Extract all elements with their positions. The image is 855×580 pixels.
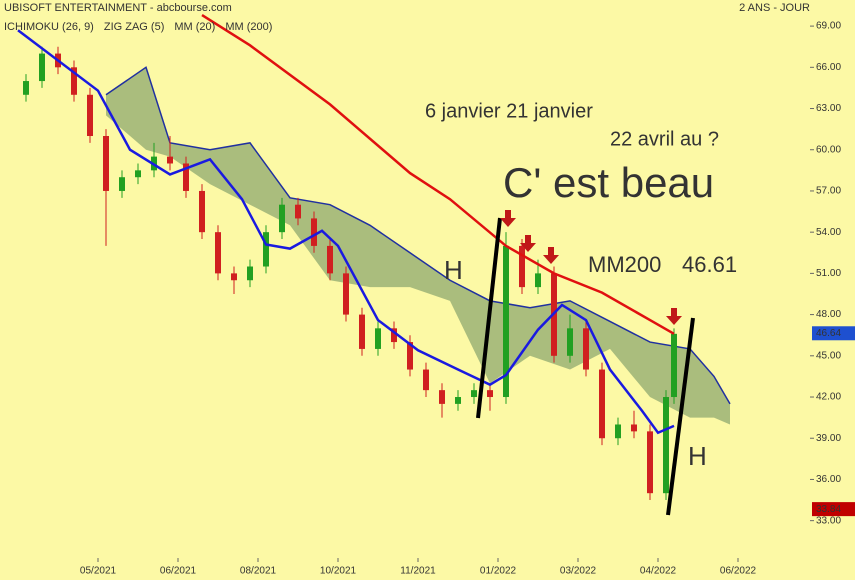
candle-body <box>647 431 653 494</box>
price-label: 33.84 <box>816 504 841 515</box>
y-tick-label: 42.00 <box>816 392 841 403</box>
candle-body <box>535 273 541 288</box>
candle-body <box>663 397 669 494</box>
arrow <box>543 247 559 264</box>
legend-entry: MM (200) <box>225 21 272 33</box>
arrows <box>500 210 682 325</box>
price-label: 46.64 <box>816 328 841 339</box>
y-tick-label: 48.00 <box>816 309 841 320</box>
period: 2 ANS - JOUR <box>739 2 810 14</box>
arrow <box>500 210 516 227</box>
candle-body <box>375 328 381 349</box>
candle-body <box>487 390 493 398</box>
y-tick-label: 54.00 <box>816 227 841 238</box>
candle-body <box>231 273 237 281</box>
annotation: 6 janvier 21 janvier <box>425 100 593 122</box>
candle-body <box>671 333 677 398</box>
candle-body <box>23 81 29 95</box>
y-tick-label: 57.00 <box>816 186 841 197</box>
annotation: 46.61 <box>682 252 737 277</box>
arrow <box>666 308 682 325</box>
x-tick-label: 11/2021 <box>400 566 436 577</box>
candle-body <box>247 266 253 281</box>
y-tick-label: 33.00 <box>816 515 841 526</box>
legend-entry: ICHIMOKU (26, 9) <box>4 21 94 33</box>
arrow <box>520 235 536 252</box>
x-tick-label: 05/2021 <box>80 566 117 577</box>
candle-body <box>279 204 285 233</box>
candle-body <box>215 232 221 274</box>
trend-line <box>476 217 502 419</box>
candle-body <box>295 204 301 219</box>
candle-body <box>87 94 93 137</box>
candle-body <box>407 342 413 370</box>
candle-body <box>455 397 461 404</box>
candle-body <box>439 390 445 404</box>
annotation: 22 avril au ? <box>610 128 719 150</box>
candle-body <box>631 424 637 432</box>
candle-body <box>71 67 77 95</box>
y-tick-label: 45.00 <box>816 350 841 361</box>
annotation: MM200 <box>588 252 661 277</box>
candle-body <box>471 390 477 398</box>
y-tick-label: 63.00 <box>816 103 841 114</box>
annotation: H <box>444 255 463 285</box>
legend-entry: MM (20) <box>174 21 215 33</box>
y-tick-label: 39.00 <box>816 433 841 444</box>
candle-body <box>583 328 589 370</box>
candle-body <box>135 170 141 178</box>
trend-line <box>666 317 695 516</box>
candle-body <box>103 136 109 191</box>
candle-body <box>311 218 317 246</box>
price-label-box <box>812 502 855 517</box>
candle-body <box>359 314 365 349</box>
candle-body <box>167 156 173 164</box>
candle-body <box>183 163 189 191</box>
cloud-edge <box>105 66 731 405</box>
moving-average <box>201 14 675 335</box>
moving-average <box>17 29 675 435</box>
x-tick-label: 08/2021 <box>240 566 277 577</box>
x-tick-label: 04/2022 <box>640 566 677 577</box>
x-tick-label: 03/2022 <box>560 566 597 577</box>
candle-body <box>423 369 429 391</box>
plot-area <box>17 14 731 501</box>
legend-entry: ZIG ZAG (5) <box>104 21 165 33</box>
x-tick-label: 06/2022 <box>720 566 757 577</box>
annotation: H <box>688 441 707 471</box>
candle-body <box>327 245 333 274</box>
candle-body <box>199 190 205 233</box>
candle-body <box>263 232 269 267</box>
annotation: C' est beau <box>503 159 714 206</box>
y-tick-label: 51.00 <box>816 268 841 279</box>
candle-body <box>567 328 573 356</box>
y-tick-label: 60.00 <box>816 144 841 155</box>
candle-body <box>599 369 605 439</box>
legend: ICHIMOKU (26, 9) ZIG ZAG (5) MM (20) MM (20… <box>4 21 272 33</box>
x-tick-label: 10/2021 <box>320 566 357 577</box>
candle-body <box>343 273 349 315</box>
x-tick-label: 06/2021 <box>160 566 197 577</box>
candle-body <box>119 177 125 191</box>
price-label-box <box>812 326 855 341</box>
candle-body <box>39 53 45 82</box>
candle-body <box>391 328 397 343</box>
y-tick-label: 69.00 <box>816 21 841 32</box>
chart-title: UBISOFT ENTERTAINMENT - abcbourse.com <box>4 2 232 14</box>
x-tick-label: 01/2022 <box>480 566 517 577</box>
y-tick-label: 66.00 <box>816 62 841 73</box>
candle-body <box>615 424 621 439</box>
y-tick-label: 36.00 <box>816 474 841 485</box>
candle-body <box>519 245 525 288</box>
candle-body <box>503 245 509 398</box>
cloud <box>106 67 730 425</box>
